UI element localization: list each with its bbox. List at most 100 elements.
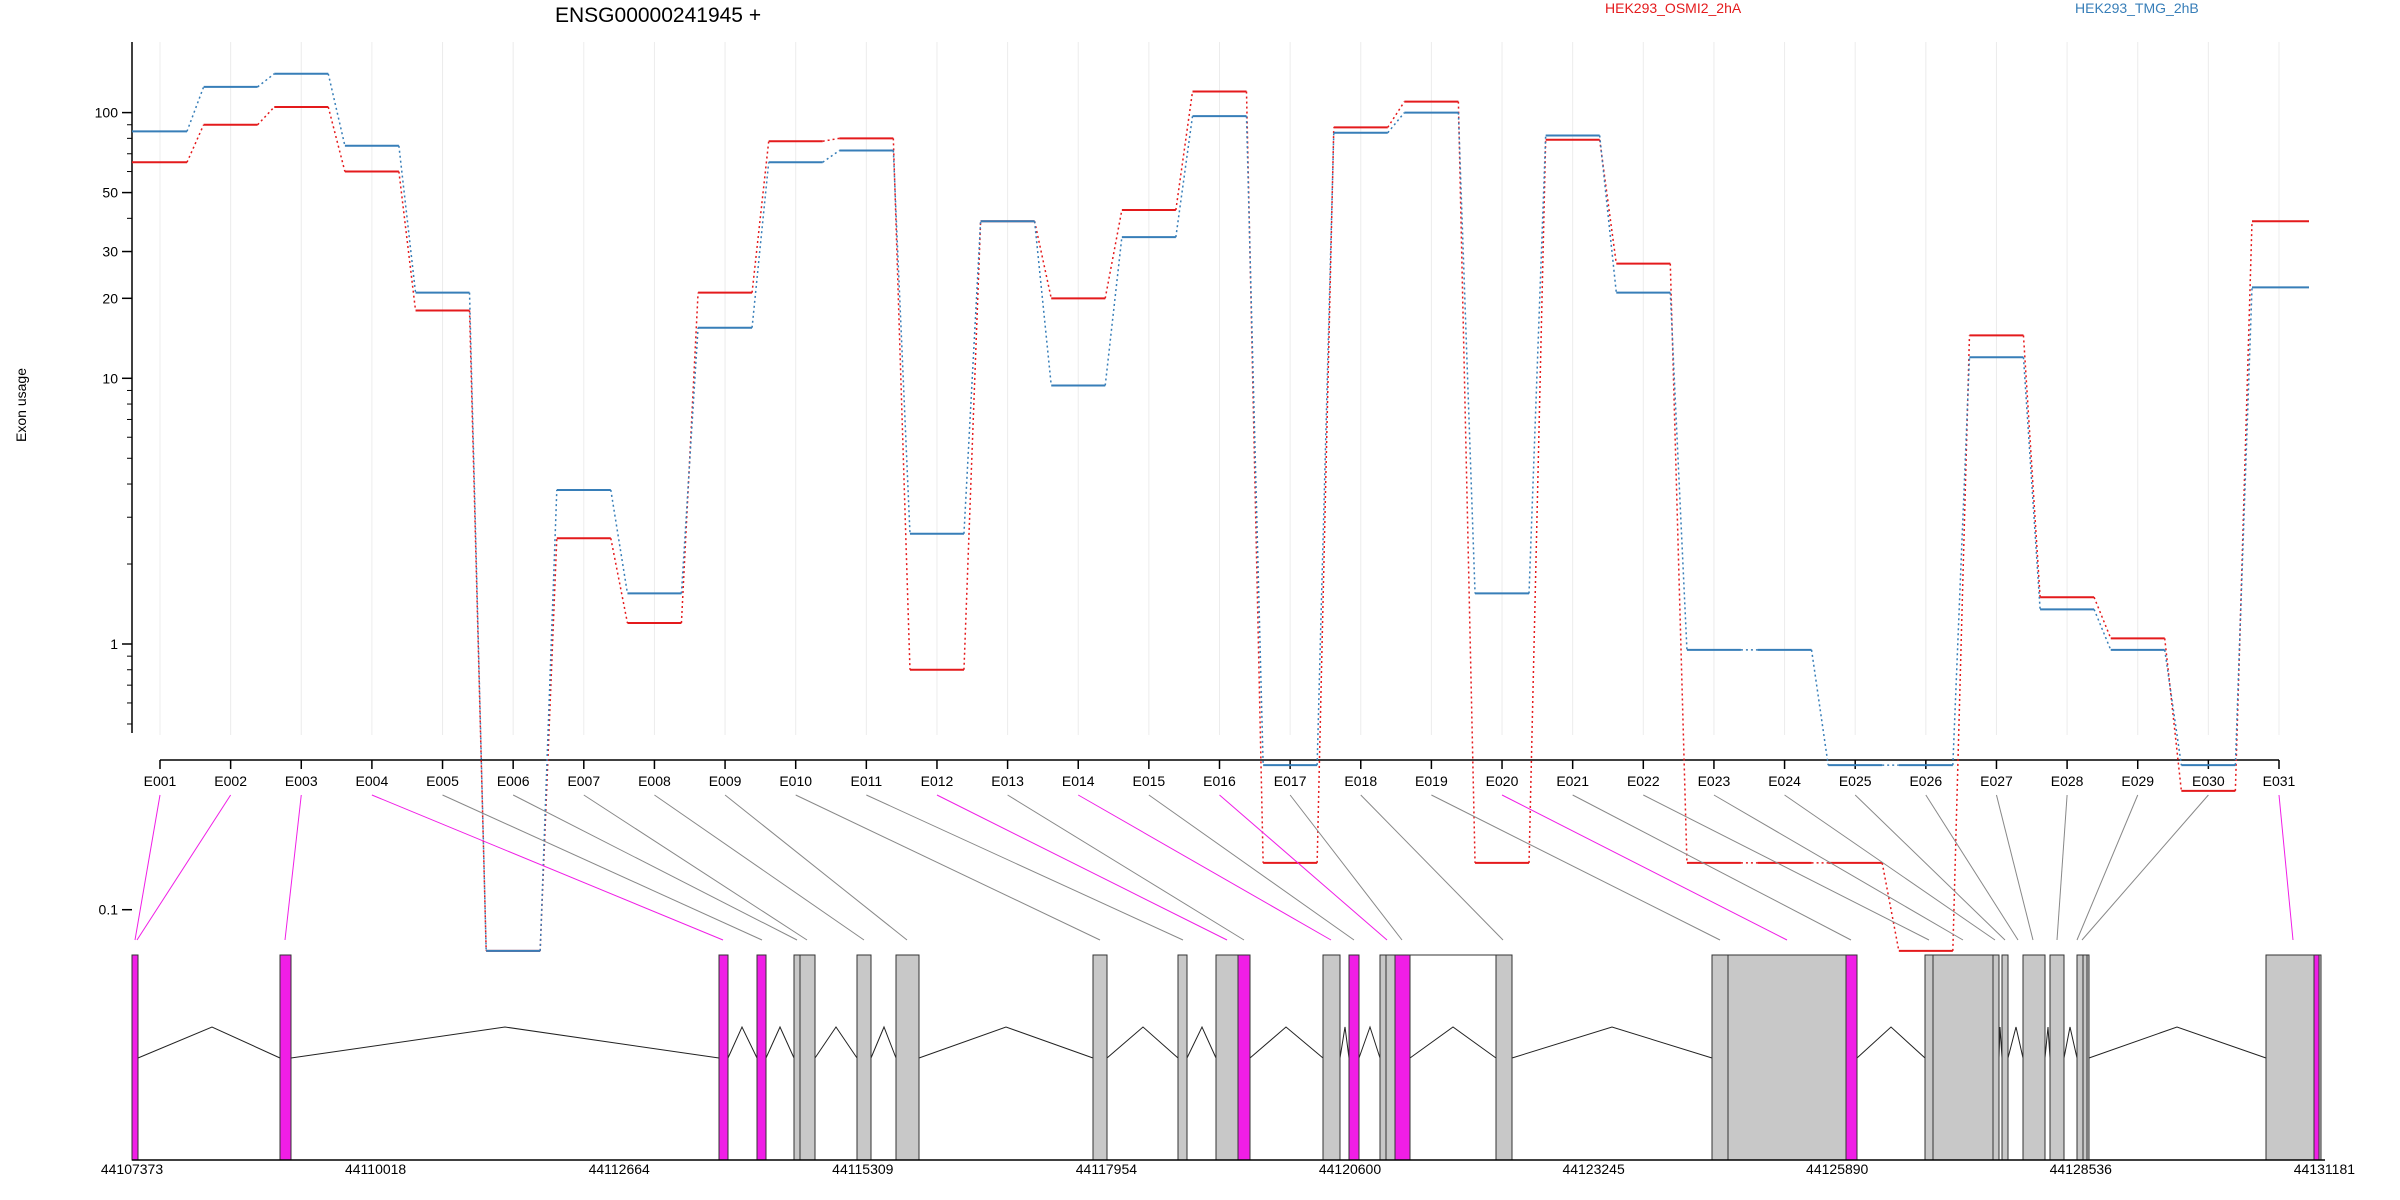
- x-tick-label: E028: [2051, 773, 2084, 789]
- series-connector: [2163, 638, 2183, 791]
- exon-box: [1394, 954, 1411, 1161]
- chart-title: ENSG00000241945 +: [555, 4, 761, 27]
- exon-box: [1727, 954, 1847, 1161]
- series-connector: [1952, 335, 1971, 951]
- x-tick-label: E010: [779, 773, 812, 789]
- series-connector: [1387, 112, 1405, 134]
- series-connector: [751, 141, 770, 293]
- x-tick-label: E016: [1203, 773, 1236, 789]
- series-connector: [2234, 221, 2253, 791]
- exon-connector-line: [1219, 794, 1388, 941]
- exon-connector-line: [134, 794, 161, 941]
- genome-coordinate-label: 44120600: [1319, 1161, 1382, 1177]
- genome-coordinate-label: 44115309: [832, 1161, 893, 1177]
- series-connector: [2022, 335, 2041, 598]
- series-connector: [257, 106, 275, 126]
- exon-connector-line: [136, 794, 232, 941]
- exon-box: [856, 954, 872, 1161]
- exon-connector-line: [795, 794, 1101, 941]
- exon-box: [1845, 954, 1858, 1161]
- exon-box: [1237, 954, 1251, 1161]
- exon-box: [1992, 954, 2000, 1161]
- genome-coordinate-label: 44110018: [345, 1161, 406, 1177]
- series-connector: [1810, 649, 1829, 766]
- y-tick-label: 10: [102, 370, 118, 386]
- series-connector: [2093, 596, 2112, 639]
- x-tick-label: E022: [1627, 773, 1660, 789]
- x-tick-label: E020: [1486, 773, 1519, 789]
- series-connector: [1952, 357, 1971, 766]
- genome-coordinate-label: 44117954: [1076, 1161, 1137, 1177]
- x-tick-label: E012: [921, 773, 954, 789]
- x-tick-label: E026: [1909, 773, 1942, 789]
- exon-box: [1177, 954, 1188, 1161]
- x-tick-label: E025: [1839, 773, 1872, 789]
- intron-line: [1409, 1026, 1497, 1059]
- series-connector: [1598, 139, 1618, 264]
- intron-line: [2007, 1026, 2024, 1059]
- intron-line: [870, 1025, 897, 1059]
- exon-box: [1215, 954, 1239, 1161]
- exon-connector-line: [1925, 794, 2019, 941]
- exon-connector-line: [284, 794, 302, 941]
- series-connector: [398, 145, 417, 293]
- exon-connector-line: [2278, 794, 2294, 941]
- intron-line: [1339, 1026, 1350, 1059]
- x-tick-label: E006: [497, 773, 530, 789]
- y-tick-label: 1: [110, 636, 118, 652]
- intron-line: [1186, 1025, 1217, 1059]
- intron-line: [1511, 1026, 1713, 1059]
- series-connector: [539, 489, 558, 951]
- exon-connector-line: [371, 794, 724, 941]
- x-tick-label: E014: [1062, 773, 1095, 789]
- x-tick-label: E023: [1698, 773, 1731, 789]
- series-connector: [1669, 292, 1688, 650]
- exon-connector-line: [583, 794, 808, 941]
- exon-box: [2076, 954, 2084, 1161]
- exon-connector-line: [1854, 794, 2006, 941]
- exon-connector-line: [2056, 794, 2068, 941]
- x-tick-label: E031: [2263, 773, 2296, 789]
- y-axis: 0.1 1 10 20 30 50 100: [95, 42, 133, 918]
- gene-model: 44107373 44110018 44112664 44115309 44117954…: [101, 954, 2355, 1177]
- x-tick-label: E003: [285, 773, 318, 789]
- x-tick-label: E018: [1344, 773, 1377, 789]
- series-connector: [892, 150, 911, 534]
- series-connector: [751, 162, 770, 328]
- x-tick-label: E019: [1415, 773, 1448, 789]
- exon-box: [1495, 954, 1513, 1161]
- exon-connector-line: [1643, 794, 1930, 941]
- exon-connectors: [134, 794, 2294, 941]
- exon-connector-line: [512, 794, 798, 941]
- exon-connector-line: [936, 794, 1228, 941]
- exon-box: [793, 954, 801, 1161]
- exon-connector-line: [1007, 794, 1245, 941]
- y-tick-label: 30: [102, 244, 118, 260]
- y-tick-label: 20: [102, 290, 118, 306]
- intron-line: [137, 1026, 281, 1059]
- series-connector: [1104, 209, 1123, 299]
- series-connector: [1175, 116, 1194, 238]
- exon-connector-line: [442, 794, 763, 941]
- exon-connector-line: [1784, 794, 1996, 941]
- series-connector: [610, 538, 629, 624]
- y-tick-label: 100: [95, 105, 119, 121]
- series-1: [132, 90, 2309, 952]
- exon-connector-line: [2081, 794, 2209, 941]
- vertical-grid: [159, 42, 2280, 735]
- x-tick-label: E004: [356, 773, 389, 789]
- x-tick-label: E021: [1556, 773, 1589, 789]
- series-connector: [1033, 221, 1052, 386]
- x-tick-label: E009: [709, 773, 742, 789]
- series-connector: [680, 327, 699, 594]
- series-connector: [1528, 135, 1547, 594]
- x-tick-label: E005: [426, 773, 459, 789]
- intron-line: [1106, 1026, 1179, 1059]
- y-tick-label: 0.1: [99, 902, 119, 918]
- series-connector: [2163, 649, 2183, 766]
- series-connector: [1881, 862, 1900, 951]
- intron-line: [918, 1026, 1094, 1059]
- exon-box: [131, 954, 139, 1161]
- exon-box: [2022, 954, 2046, 1161]
